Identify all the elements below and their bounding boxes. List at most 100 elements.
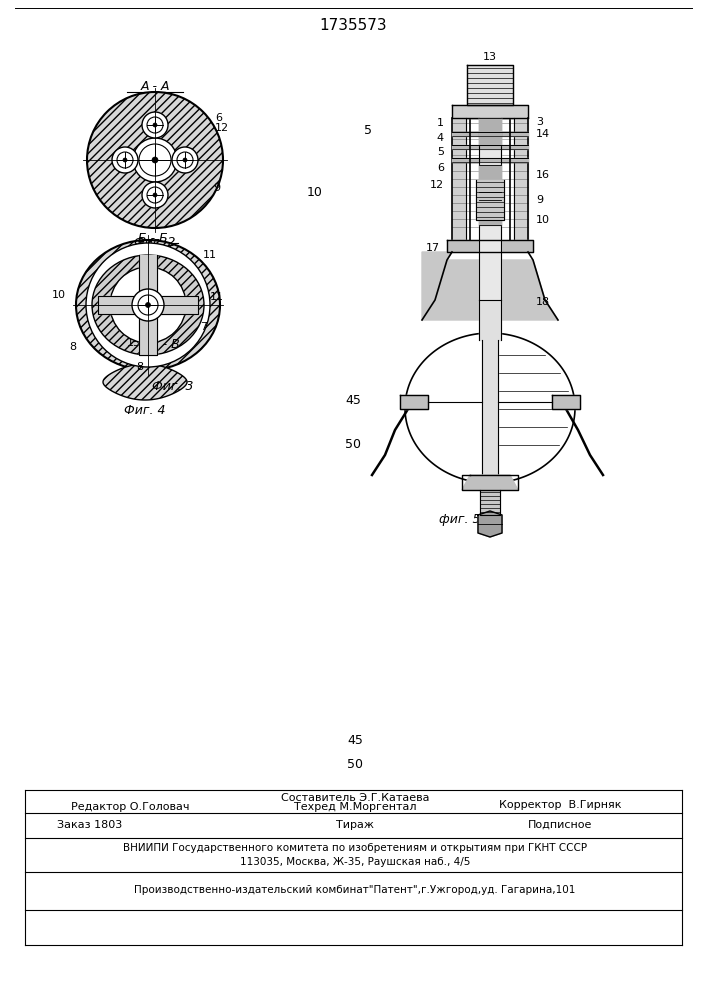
Ellipse shape	[87, 92, 223, 228]
Text: 9: 9	[536, 195, 543, 205]
Text: В - В: В - В	[150, 338, 180, 352]
Text: 7: 7	[483, 292, 490, 302]
Text: 9: 9	[213, 183, 220, 193]
Polygon shape	[514, 118, 528, 240]
Polygon shape	[479, 118, 501, 300]
Text: 16: 16	[536, 170, 550, 180]
Text: Редактор О.Головач: Редактор О.Головач	[71, 802, 189, 812]
Text: 3: 3	[536, 117, 543, 127]
Polygon shape	[435, 260, 545, 300]
Polygon shape	[405, 333, 575, 483]
Text: 14: 14	[536, 129, 550, 139]
Text: 10: 10	[52, 290, 66, 300]
Polygon shape	[452, 145, 528, 149]
Polygon shape	[462, 475, 518, 490]
Polygon shape	[452, 118, 466, 240]
Polygon shape	[98, 296, 136, 314]
Text: Фиг. 4: Фиг. 4	[124, 403, 165, 416]
Circle shape	[152, 157, 158, 163]
Text: 12: 12	[430, 180, 444, 190]
Circle shape	[86, 243, 210, 367]
Text: 45: 45	[345, 393, 361, 406]
Text: Б - Б: Б - Б	[138, 232, 168, 244]
Text: 1735573: 1735573	[319, 17, 387, 32]
Polygon shape	[552, 395, 580, 409]
Text: Фиг. 2: Фиг. 2	[134, 235, 176, 248]
Text: 15: 15	[127, 338, 141, 348]
Text: 13: 13	[483, 52, 497, 62]
Text: 5: 5	[364, 123, 372, 136]
Polygon shape	[476, 180, 504, 220]
Circle shape	[123, 158, 127, 162]
Text: 8: 8	[136, 362, 144, 372]
Circle shape	[110, 267, 186, 343]
Text: 50: 50	[347, 758, 363, 772]
Polygon shape	[452, 158, 528, 162]
Circle shape	[139, 144, 171, 176]
Polygon shape	[447, 240, 533, 252]
Text: ВНИИПИ Государственного комитета по изобретениям и открытиям при ГКНТ СССР: ВНИИПИ Государственного комитета по изоб…	[123, 843, 587, 853]
Polygon shape	[160, 296, 198, 314]
Text: 10: 10	[536, 215, 550, 225]
Text: А - А: А - А	[140, 81, 170, 94]
Circle shape	[133, 138, 177, 182]
Circle shape	[147, 187, 163, 203]
Polygon shape	[452, 132, 528, 136]
Polygon shape	[139, 255, 157, 293]
Circle shape	[177, 152, 193, 168]
Ellipse shape	[92, 255, 204, 355]
Polygon shape	[479, 300, 501, 340]
Text: 1: 1	[437, 118, 444, 128]
Text: 45: 45	[347, 734, 363, 746]
Text: фиг. 5: фиг. 5	[439, 514, 481, 526]
Text: Корректор  В.Гирняк: Корректор В.Гирняк	[498, 800, 621, 810]
Polygon shape	[480, 490, 500, 515]
Polygon shape	[482, 340, 498, 475]
Text: 18: 18	[536, 297, 550, 307]
Polygon shape	[479, 200, 501, 225]
Circle shape	[132, 289, 164, 321]
Circle shape	[147, 117, 163, 133]
Text: 6: 6	[437, 163, 444, 173]
Circle shape	[117, 152, 133, 168]
Polygon shape	[400, 395, 428, 409]
Circle shape	[142, 112, 168, 138]
Polygon shape	[139, 317, 157, 355]
Polygon shape	[103, 364, 187, 400]
Polygon shape	[479, 165, 501, 192]
Text: Производственно-издательский комбинат"Патент",г.Ужгород,уд. Гагарина,101: Производственно-издательский комбинат"Па…	[134, 885, 575, 895]
Circle shape	[112, 147, 138, 173]
Polygon shape	[452, 105, 528, 118]
Circle shape	[153, 193, 157, 197]
Polygon shape	[422, 300, 558, 320]
Text: 17: 17	[426, 243, 440, 253]
Ellipse shape	[76, 240, 220, 370]
Text: 10: 10	[307, 186, 323, 198]
Text: 6: 6	[215, 113, 222, 123]
Text: Заказ 1803: Заказ 1803	[57, 820, 122, 830]
Text: 11: 11	[203, 250, 217, 260]
Circle shape	[153, 123, 157, 127]
Text: Тираж: Тираж	[336, 820, 374, 830]
Circle shape	[138, 295, 158, 315]
Circle shape	[146, 302, 151, 308]
Text: 4: 4	[437, 133, 444, 143]
Circle shape	[142, 182, 168, 208]
Polygon shape	[422, 252, 452, 320]
Polygon shape	[478, 511, 502, 537]
Circle shape	[183, 158, 187, 162]
Polygon shape	[467, 65, 513, 105]
Circle shape	[172, 147, 198, 173]
Text: 50: 50	[345, 438, 361, 452]
Text: 12: 12	[215, 123, 229, 133]
Text: Фиг. 3: Фиг. 3	[152, 380, 194, 393]
Text: Составитель Э.Г.Катаева: Составитель Э.Г.Катаева	[281, 793, 429, 803]
Text: 5: 5	[437, 147, 444, 157]
Text: 8: 8	[69, 342, 76, 352]
Text: 7: 7	[200, 322, 207, 332]
Text: 113035, Москва, Ж-35, Раушская наб., 4/5: 113035, Москва, Ж-35, Раушская наб., 4/5	[240, 857, 470, 867]
Text: Подписное: Подписное	[528, 820, 592, 830]
Polygon shape	[479, 118, 501, 145]
Text: Техред М.Моргентал: Техред М.Моргентал	[293, 802, 416, 812]
Text: 11: 11	[210, 292, 224, 302]
